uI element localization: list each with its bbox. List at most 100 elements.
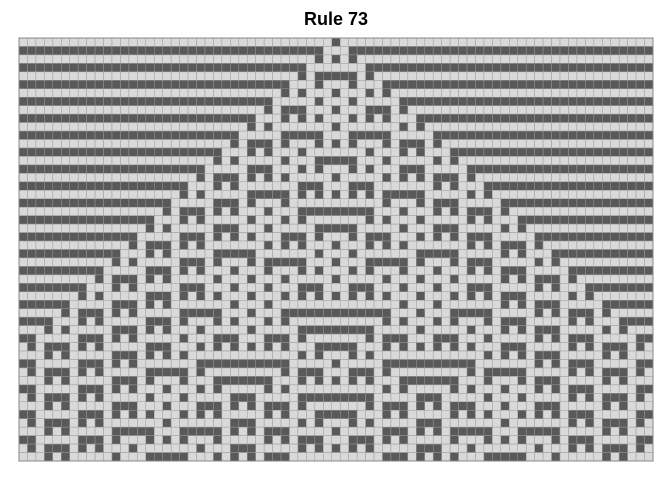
- cell: [525, 232, 535, 242]
- cell: [306, 139, 316, 149]
- cell: [568, 63, 578, 73]
- cell: [230, 367, 240, 377]
- cell: [517, 325, 527, 335]
- cell: [466, 46, 476, 56]
- cell: [635, 384, 645, 394]
- cell: [246, 147, 256, 157]
- cell: [18, 198, 28, 208]
- cell: [280, 71, 290, 81]
- cell: [221, 359, 231, 369]
- cell: [86, 206, 96, 216]
- cell: [373, 105, 383, 115]
- cell: [644, 452, 654, 462]
- cell: [458, 325, 468, 335]
- cell: [238, 300, 248, 309]
- cell: [593, 156, 603, 166]
- cell: [382, 350, 392, 360]
- cell: [44, 333, 54, 343]
- cell: [475, 325, 485, 335]
- cell: [289, 333, 299, 343]
- cell: [289, 190, 299, 199]
- cell: [187, 367, 197, 377]
- cell: [61, 393, 70, 403]
- cell: [500, 37, 510, 47]
- cell: [306, 63, 316, 73]
- cell: [289, 249, 299, 259]
- cell: [263, 426, 273, 436]
- cell: [272, 316, 282, 326]
- cell: [52, 308, 62, 318]
- cell: [289, 63, 299, 73]
- cell: [602, 418, 611, 428]
- cell: [441, 80, 451, 90]
- cell: [373, 266, 383, 276]
- cell: [525, 443, 535, 453]
- cell: [120, 359, 130, 369]
- cell: [306, 156, 316, 166]
- cell: [576, 105, 586, 115]
- cell: [416, 173, 426, 183]
- cell: [154, 426, 163, 436]
- cell: [551, 181, 561, 191]
- cell: [221, 71, 231, 81]
- cell: [263, 376, 273, 386]
- cell: [424, 156, 434, 166]
- cell: [103, 426, 113, 436]
- cell: [44, 443, 54, 453]
- cell: [120, 173, 130, 183]
- cell: [610, 367, 620, 377]
- cell: [196, 393, 206, 403]
- cell: [407, 367, 417, 377]
- cell: [635, 257, 645, 267]
- cell: [356, 401, 366, 411]
- cell: [162, 139, 172, 149]
- cell: [128, 409, 138, 419]
- cell: [407, 164, 417, 174]
- cell: [458, 240, 468, 250]
- cell: [542, 37, 552, 47]
- cell: [416, 96, 426, 106]
- cell: [449, 156, 459, 166]
- cell: [120, 181, 130, 191]
- cell: [441, 164, 451, 174]
- cell: [356, 376, 366, 386]
- cell: [348, 435, 358, 445]
- cell: [475, 88, 485, 98]
- cell: [348, 63, 358, 73]
- cell: [500, 393, 510, 403]
- cell: [500, 342, 510, 352]
- cell: [128, 240, 138, 250]
- cell: [187, 308, 197, 318]
- cell: [128, 96, 138, 106]
- cell: [111, 333, 121, 343]
- cell: [618, 113, 628, 123]
- cell: [542, 173, 552, 183]
- cell: [466, 316, 476, 326]
- cell: [348, 156, 358, 166]
- cell: [170, 223, 180, 233]
- cell: [576, 63, 586, 73]
- cell: [432, 147, 442, 157]
- cell: [551, 401, 561, 411]
- cell: [77, 232, 87, 242]
- cell: [111, 367, 121, 377]
- cell: [35, 96, 45, 106]
- cell: [187, 435, 197, 445]
- cell: [542, 71, 552, 81]
- cell: [331, 367, 341, 377]
- cell: [458, 96, 468, 106]
- cell: [213, 223, 223, 233]
- cell: [306, 359, 316, 369]
- cell: [263, 300, 273, 309]
- cell: [44, 46, 54, 56]
- cell: [154, 147, 163, 157]
- cell: [390, 240, 400, 250]
- cell: [86, 88, 96, 98]
- cell: [331, 409, 341, 419]
- cell: [86, 325, 96, 335]
- cell: [69, 54, 79, 64]
- cell: [204, 435, 214, 445]
- cell: [348, 249, 358, 259]
- cell: [399, 147, 409, 157]
- cell: [509, 376, 518, 386]
